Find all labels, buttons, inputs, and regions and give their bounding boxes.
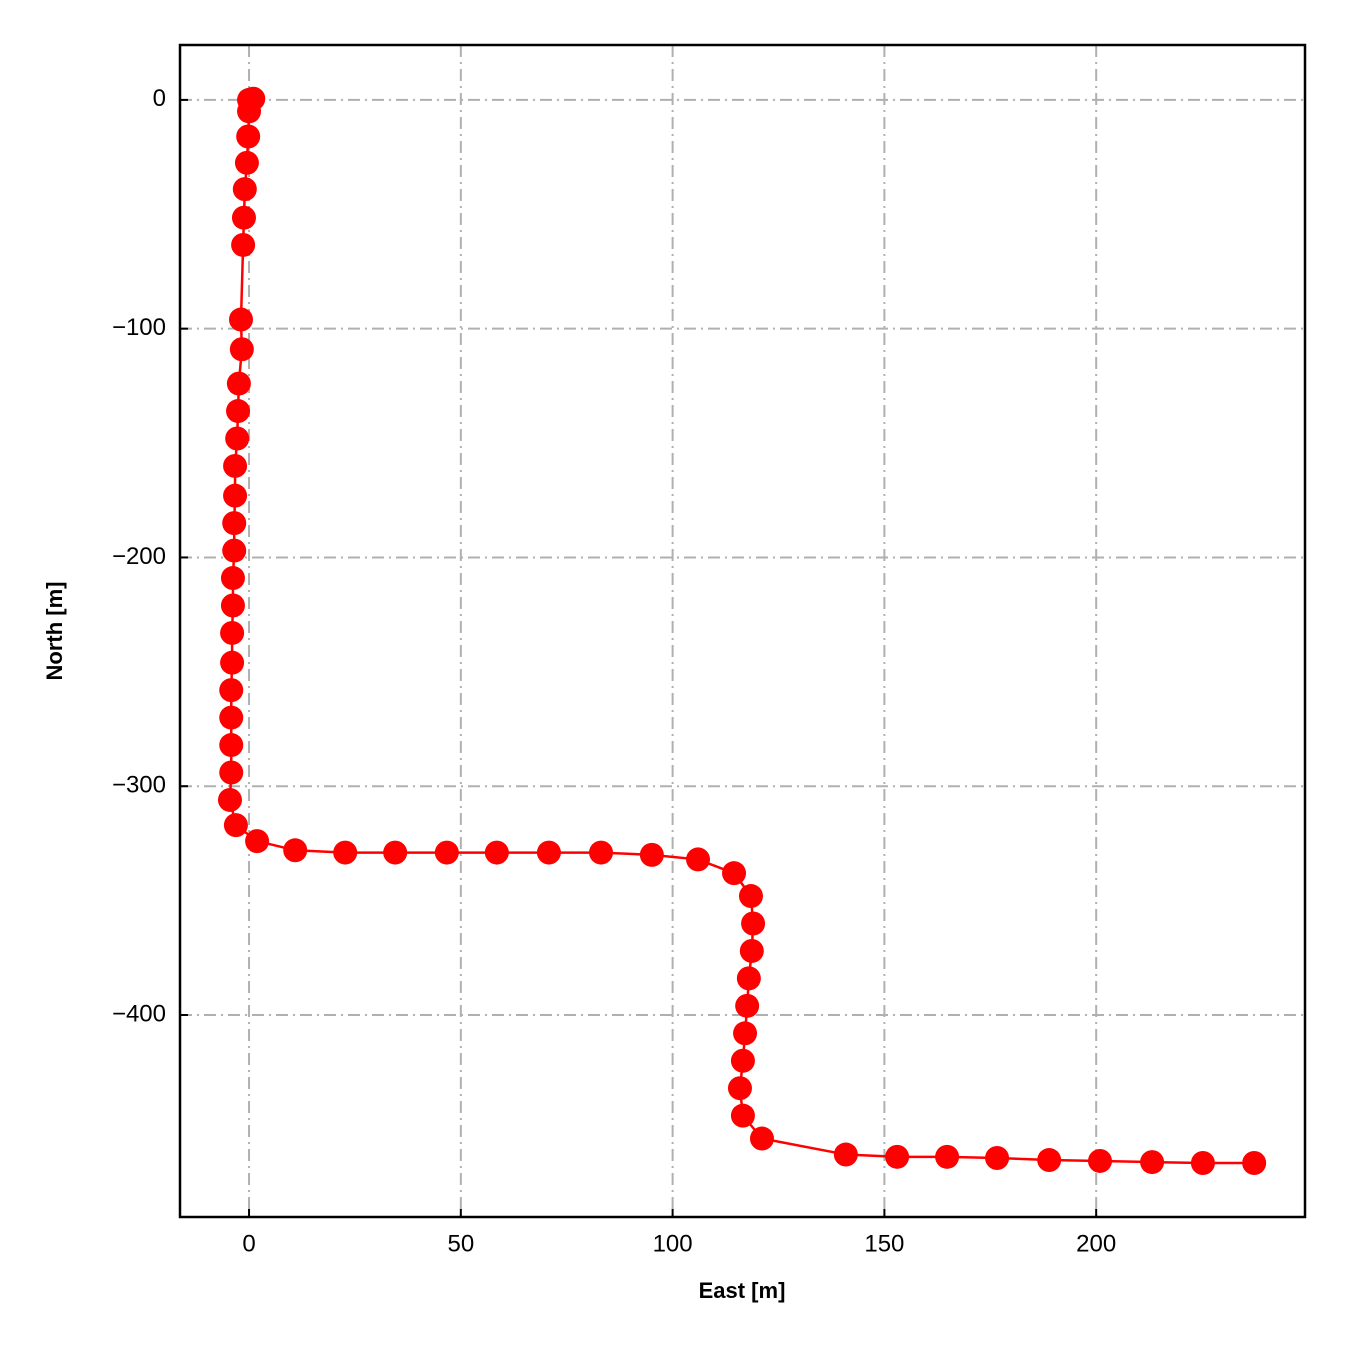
data-point <box>226 371 251 396</box>
data-point <box>217 787 242 812</box>
data-point <box>226 399 251 424</box>
data-point <box>219 760 244 785</box>
data-point <box>223 483 248 508</box>
data-point <box>245 829 270 854</box>
data-point <box>935 1144 960 1169</box>
data-point <box>730 1103 755 1128</box>
x-tick-label: 50 <box>447 1230 474 1257</box>
data-point <box>1140 1150 1165 1175</box>
x-axis-label: East [m] <box>699 1278 786 1303</box>
data-point <box>985 1145 1010 1170</box>
data-point <box>730 1048 755 1073</box>
data-point <box>639 842 664 867</box>
data-point <box>739 938 764 963</box>
y-tick-label: −100 <box>112 314 166 341</box>
data-point <box>722 861 747 886</box>
data-point <box>220 620 245 645</box>
data-point <box>1087 1148 1112 1173</box>
data-point <box>219 705 244 730</box>
data-point <box>223 453 248 478</box>
data-point <box>333 840 358 865</box>
x-tick-label: 0 <box>242 1230 255 1257</box>
data-point <box>536 840 561 865</box>
data-point <box>484 840 509 865</box>
plot-frame <box>178 43 1307 1219</box>
data-point <box>1037 1148 1062 1173</box>
data-point <box>686 847 711 872</box>
data-point <box>219 678 244 703</box>
data-point <box>228 307 253 332</box>
data-point <box>735 993 760 1018</box>
data-point <box>589 840 614 865</box>
x-tick-label: 200 <box>1076 1230 1116 1257</box>
y-axis-label: North [m] <box>42 582 67 681</box>
data-point <box>223 813 248 838</box>
data-point <box>749 1126 774 1151</box>
data-point <box>219 733 244 758</box>
data-point <box>741 911 766 936</box>
data-point <box>833 1142 858 1167</box>
data-point <box>222 511 247 536</box>
data-point <box>220 593 245 618</box>
data-point <box>220 650 245 675</box>
data-point <box>234 150 259 175</box>
data-point <box>736 966 761 991</box>
data-point <box>383 840 408 865</box>
y-tick-label: −200 <box>112 543 166 570</box>
y-tick-label: −300 <box>112 772 166 799</box>
data-point <box>1242 1151 1267 1176</box>
data-point <box>236 124 261 149</box>
data-point <box>1190 1151 1215 1176</box>
data-point <box>434 840 459 865</box>
data-point <box>237 99 262 124</box>
y-tick-label: 0 <box>153 85 166 112</box>
data-point <box>231 205 256 230</box>
plot-data <box>217 86 1267 1176</box>
x-tick-label: 150 <box>864 1230 904 1257</box>
data-point <box>220 566 245 591</box>
data-point <box>727 1076 752 1101</box>
data-point <box>738 884 763 909</box>
data-point <box>232 177 257 202</box>
y-tick-label: −400 <box>112 1000 166 1027</box>
data-point <box>885 1144 910 1169</box>
x-tick-label: 100 <box>653 1230 693 1257</box>
data-point <box>283 838 308 863</box>
data-point <box>229 337 254 362</box>
data-point <box>225 426 250 451</box>
data-point <box>231 232 256 257</box>
data-point <box>733 1021 758 1046</box>
data-point <box>222 538 247 563</box>
